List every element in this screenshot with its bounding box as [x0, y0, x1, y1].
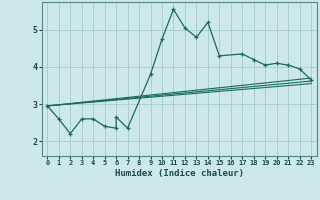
X-axis label: Humidex (Indice chaleur): Humidex (Indice chaleur) [115, 169, 244, 178]
